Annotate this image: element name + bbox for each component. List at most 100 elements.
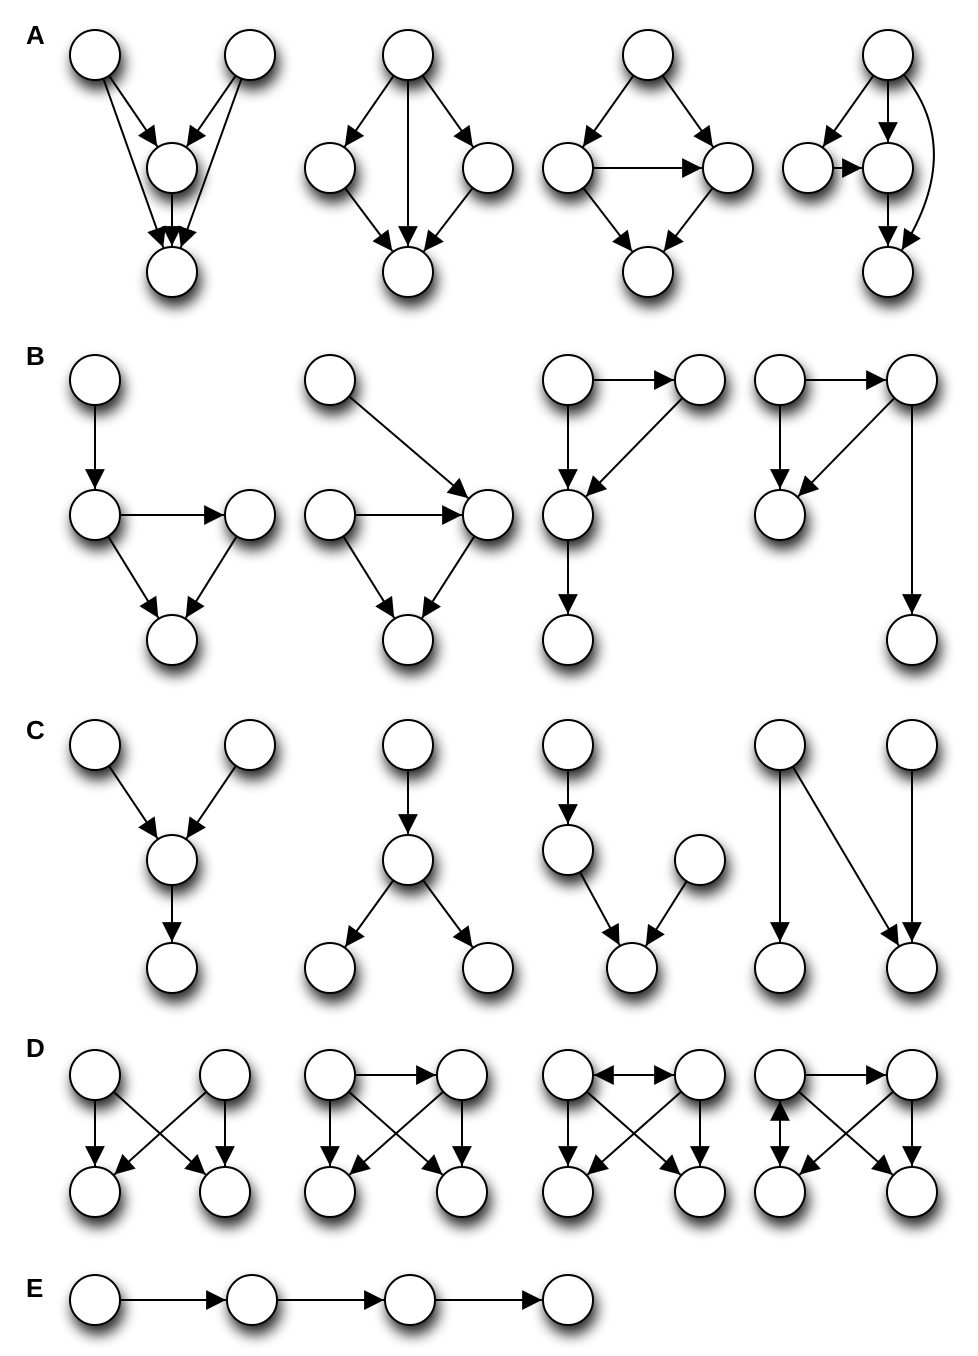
- node-d1-1: [199, 1049, 251, 1101]
- edge-d3-1-2: [586, 1090, 682, 1176]
- node-a2-3: [382, 246, 434, 298]
- edge-a1-0-2: [108, 75, 159, 148]
- node-a1-1: [224, 29, 276, 81]
- node-d3-0: [542, 1049, 594, 1101]
- node-b4-0: [754, 354, 806, 406]
- row-label-e: E: [26, 1273, 44, 1303]
- node-c3-1: [542, 824, 594, 876]
- node-b2-0: [304, 354, 356, 406]
- node-d4-0: [754, 1049, 806, 1101]
- edge-a4-0-3: [901, 73, 935, 251]
- node-b4-2: [754, 489, 806, 541]
- edge-c1-0-2: [108, 765, 159, 839]
- node-d1-2: [69, 1166, 121, 1218]
- edge-a2-2-3: [423, 187, 474, 253]
- node-a3-2: [702, 142, 754, 194]
- edge-c2-1-3: [422, 879, 474, 948]
- edge-b2-2-3: [421, 535, 476, 619]
- node-c4-2: [754, 942, 806, 994]
- edge-d4-1-2: [798, 1090, 894, 1176]
- node-d2-1: [436, 1049, 488, 1101]
- node-c2-2: [304, 942, 356, 994]
- node-b2-2: [462, 489, 514, 541]
- node-b1-0: [69, 354, 121, 406]
- node-a1-2: [146, 142, 198, 194]
- node-d2-2: [304, 1166, 356, 1218]
- edge-a3-0-1: [582, 74, 635, 148]
- edge-c3-1-3: [579, 871, 621, 946]
- node-e1-1: [226, 1274, 278, 1326]
- node-b2-3: [382, 614, 434, 666]
- edge-b2-1-3: [342, 535, 396, 619]
- edge-c1-1-2: [185, 765, 237, 840]
- node-a2-2: [462, 142, 514, 194]
- node-c2-1: [382, 834, 434, 886]
- edge-d1-1-2: [113, 1090, 208, 1176]
- node-c3-3: [606, 942, 658, 994]
- node-b3-2: [542, 489, 594, 541]
- edge-b2-0-2: [348, 395, 469, 499]
- node-e1-2: [384, 1274, 436, 1326]
- node-d3-1: [674, 1049, 726, 1101]
- node-c4-1: [886, 719, 938, 771]
- edge-b1-2-3: [184, 535, 238, 619]
- node-d4-3: [886, 1166, 938, 1218]
- node-d4-2: [754, 1166, 806, 1218]
- node-d3-2: [542, 1166, 594, 1218]
- edge-b3-1-2: [585, 397, 684, 498]
- node-d1-3: [199, 1166, 251, 1218]
- node-b3-0: [542, 354, 594, 406]
- edge-a2-0-2: [421, 74, 474, 148]
- row-label-c: C: [26, 715, 45, 745]
- node-d1-0: [69, 1049, 121, 1101]
- edge-c2-1-2: [344, 879, 395, 948]
- edge-a1-1-2: [185, 75, 237, 148]
- node-d4-1: [886, 1049, 938, 1101]
- node-a2-1: [304, 142, 356, 194]
- node-a4-2: [862, 142, 914, 194]
- node-d2-3: [436, 1166, 488, 1218]
- edge-a4-0-1: [822, 74, 875, 148]
- node-a2-0: [382, 29, 434, 81]
- edge-c4-0-3: [791, 766, 900, 947]
- node-c1-0: [69, 719, 121, 771]
- node-b2-1: [304, 489, 356, 541]
- node-d2-0: [304, 1049, 356, 1101]
- node-a4-3: [862, 246, 914, 298]
- edge-a3-0-2: [661, 74, 714, 148]
- node-b1-2: [224, 489, 276, 541]
- node-b1-1: [69, 489, 121, 541]
- node-c4-3: [886, 942, 938, 994]
- edge-b4-1-2: [797, 397, 896, 498]
- node-b4-3: [886, 614, 938, 666]
- node-a4-1: [782, 142, 834, 194]
- node-a3-0: [622, 29, 674, 81]
- node-b4-1: [886, 354, 938, 406]
- node-b3-1: [674, 354, 726, 406]
- node-c3-2: [674, 834, 726, 886]
- node-c3-0: [542, 719, 594, 771]
- node-c1-1: [224, 719, 276, 771]
- edge-a2-0-1: [343, 75, 395, 148]
- node-a4-0: [862, 29, 914, 81]
- row-label-b: B: [26, 341, 45, 371]
- edge-b1-1-3: [107, 535, 160, 619]
- row-label-d: D: [26, 1033, 45, 1063]
- node-e1-0: [69, 1274, 121, 1326]
- node-a3-3: [622, 246, 674, 298]
- edge-a3-2-3: [663, 187, 714, 253]
- node-b1-3: [146, 614, 198, 666]
- row-label-a: A: [26, 20, 45, 50]
- node-a3-1: [542, 142, 594, 194]
- edge-a3-1-3: [582, 187, 633, 253]
- edge-d2-1-2: [348, 1090, 444, 1176]
- node-c2-3: [462, 942, 514, 994]
- node-c4-0: [754, 719, 806, 771]
- edge-a1-1-3: [178, 78, 243, 248]
- node-a1-3: [146, 246, 198, 298]
- node-a1-0: [69, 29, 121, 81]
- node-c1-3: [146, 942, 198, 994]
- node-e1-3: [542, 1274, 594, 1326]
- edge-a2-1-3: [344, 187, 394, 252]
